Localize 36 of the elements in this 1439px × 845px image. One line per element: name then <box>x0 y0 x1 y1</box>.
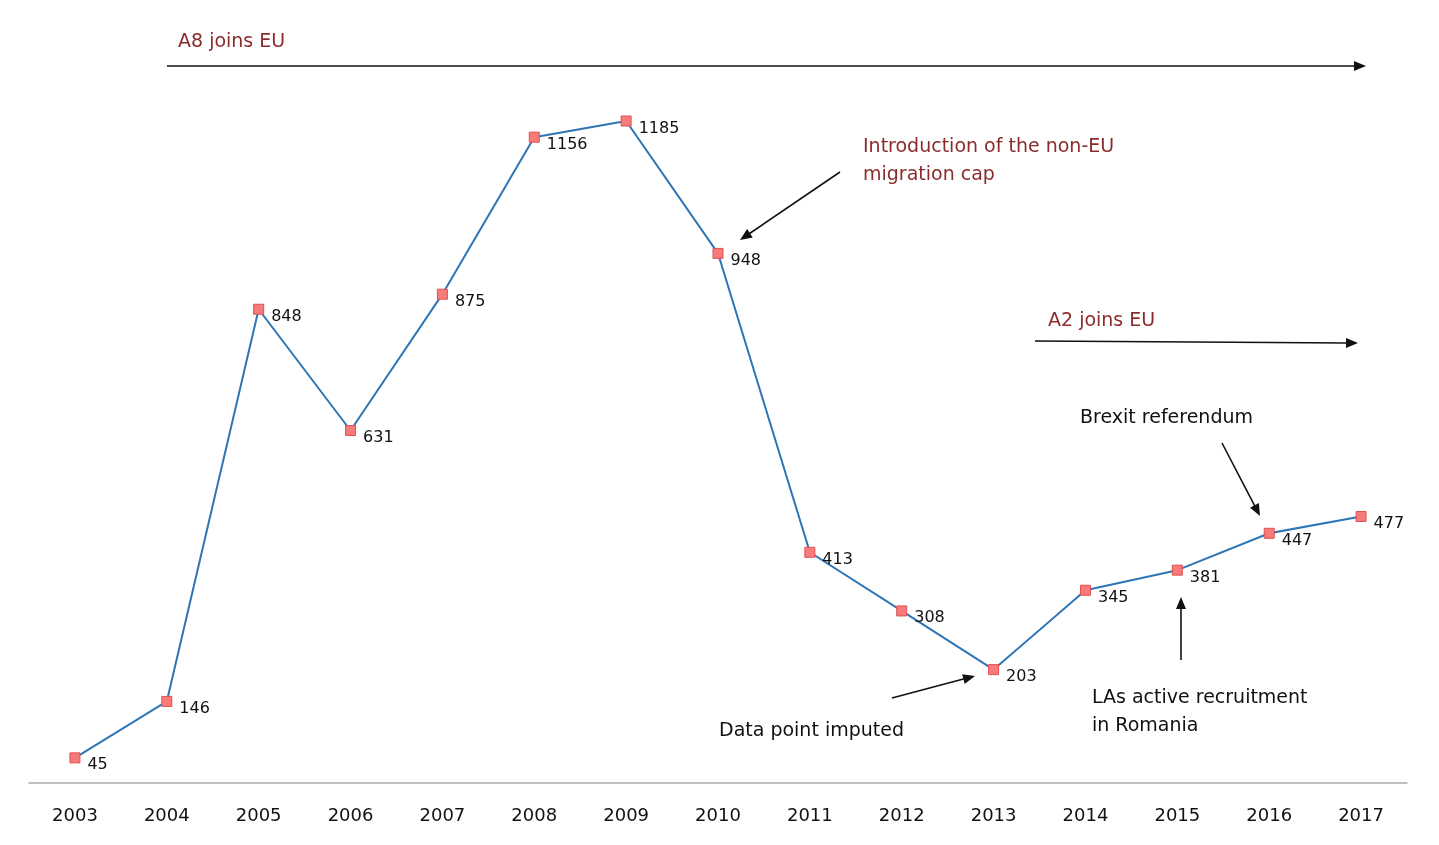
data-label: 413 <box>822 548 853 568</box>
x-tick-label: 2017 <box>1338 803 1384 825</box>
x-tick-label: 2005 <box>235 803 282 825</box>
x-tick-label: 2016 <box>1246 803 1293 825</box>
data-label: 948 <box>730 249 762 269</box>
data-label: 381 <box>1189 566 1221 586</box>
x-tick-label: 2003 <box>52 803 98 825</box>
data-label: 447 <box>1281 529 1313 549</box>
annotation: Brexit referendum <box>1080 405 1253 427</box>
x-tick-label: 2006 <box>327 803 374 825</box>
data-label: 1185 <box>638 117 680 137</box>
annotation: Introduction of the non-EU migration cap <box>863 134 1121 184</box>
x-tick-label: 2008 <box>511 803 558 825</box>
annotation: Data point imputed <box>719 718 904 740</box>
data-label: 146 <box>179 697 210 717</box>
data-label: 848 <box>271 305 302 325</box>
x-tick-label: 2014 <box>1062 803 1109 825</box>
x-tick-label: 2012 <box>878 803 925 825</box>
data-label: 308 <box>914 607 945 627</box>
data-label: 345 <box>1097 586 1129 606</box>
x-tick-label: 2011 <box>786 803 833 825</box>
data-label: 631 <box>363 426 394 446</box>
x-tick-label: 2009 <box>603 803 650 825</box>
text: A8 joins EU <box>178 29 286 51</box>
data-label: 203 <box>1006 666 1037 686</box>
x-tick-label: 2013 <box>970 803 1017 825</box>
x-tick-label: 2010 <box>695 803 741 825</box>
annotation: LAs active recruitment in Romania <box>1092 685 1314 735</box>
x-tick-label: 2004 <box>143 803 190 825</box>
x-tick-label: 2007 <box>419 803 466 825</box>
data-label: 875 <box>454 290 486 310</box>
data-label: 477 <box>1373 513 1405 533</box>
data-label: 1156 <box>546 133 588 153</box>
annotation: A2 joins EU <box>1048 308 1156 330</box>
x-tick-label: 2015 <box>1154 803 1201 825</box>
data-label: 45 <box>87 754 108 774</box>
